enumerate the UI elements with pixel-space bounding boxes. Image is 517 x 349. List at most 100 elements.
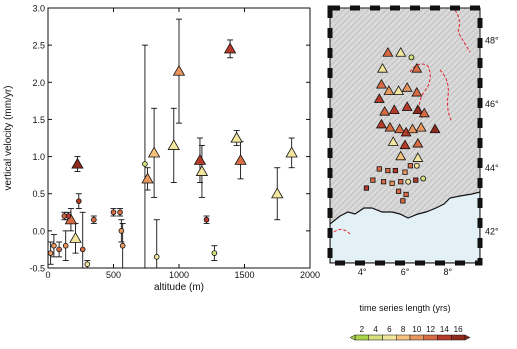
velocity-point-triangle [64,213,78,225]
site-marker-circle [413,162,420,169]
colorbar-tick-label: 16 [454,325,463,334]
site-marker-triangle [382,47,394,57]
velocity-point-circle [142,161,148,167]
velocity-point-circle [119,242,126,249]
velocity-point-triangle [193,153,207,165]
site-marker-triangle [395,150,407,161]
colorbar-tick-label: 4 [373,325,378,334]
site-marker-triangle [401,82,413,92]
velocity-point-triangle [147,146,161,158]
colorbar-min-arrow [349,334,356,341]
site-marker-square [400,198,406,204]
site-marker-triangle [388,104,400,114]
colorbar: time series length (yrs) 2 4 6 8 10 12 14 16 [349,303,471,341]
site-marker-square [395,188,402,194]
latitude-tick-label: 42° [485,227,499,237]
velocity-point-triangle [141,172,154,184]
y-tick-label: 0.5 [32,189,45,199]
site-marker-triangle [415,121,427,132]
site-marker-triangle [412,137,424,148]
colorbar-tick-label: 8 [401,325,406,334]
velocity-point-circle [79,246,86,253]
site-marker-triangle [375,118,387,129]
y-tick-label: 2.5 [32,41,45,51]
x-tick-label: 1500 [234,270,254,280]
velocity-point-triangle [195,165,209,176]
velocity-point-triangle [230,131,243,143]
site-marker-circle [405,178,412,185]
site-marker-circle [408,54,415,61]
site-marker-square [392,167,398,174]
site-marker-triangle [384,121,396,132]
site-marker-triangle [418,107,430,118]
site-marker-triangle [411,62,423,73]
x-tick-label: 0 [45,270,50,280]
colorbar-segment [354,334,369,341]
y-tick-label: -0.5 [29,264,45,274]
y-tick-label: 3.0 [32,4,45,14]
colorbar-label: time series length (yrs) [359,303,450,313]
site-marker-square [370,177,376,183]
velocity-point-circle [91,216,97,223]
longitude-tick-label: 4° [358,267,367,277]
velocity-point-triangle [234,153,247,165]
velocity-point-circle [117,209,123,216]
site-marker-triangle [387,136,399,146]
site-marker-square [389,180,395,186]
velocity-point-circle [211,250,218,256]
fault-line [409,63,431,119]
velocity-point-circle [47,250,54,256]
longitude-tick-label: 8° [444,267,453,277]
colorbar-tick-label: 12 [426,325,435,334]
colorbar-segment [368,334,383,341]
velocity-point-circle [84,261,91,268]
velocity-point-circle [62,242,69,249]
latitude-tick-label: 44° [485,163,499,173]
velocity-point-circle [56,246,62,253]
colorbar-segment [437,334,452,341]
fault-line [333,228,351,235]
colorbar-segment [396,334,411,341]
colorbar-tick-label: 2 [360,325,365,334]
velocity-point-triangle [172,64,186,76]
map-frame [329,7,481,264]
velocity-point-circle [65,213,72,219]
colorbar-segment [409,334,424,341]
site-marker-square [376,166,382,172]
site-marker-triangle [411,86,423,97]
site-marker-triangle [412,152,424,162]
site-marker-triangle [393,85,405,95]
y-tick-label: 1.5 [32,115,45,125]
colorbar-segment [382,334,397,341]
latitude-tick-label: 46° [485,99,499,109]
colorbar-max-arrow [464,334,471,341]
site-marker-square [380,179,387,185]
fault-line [454,9,471,53]
site-marker-triangle [407,123,418,134]
x-tick-label: 500 [106,270,121,280]
site-marker-triangle [373,93,385,103]
velocity-point-circle [75,198,82,204]
longitude-tick-label: 6° [401,267,410,277]
scatter-y-axis-label: vertical velocity (mm/yr) [3,85,14,190]
site-marker-triangle [429,123,441,134]
colorbar-tick-label: 14 [440,325,449,334]
colorbar-segment [423,334,438,341]
velocity-point-circle [51,242,57,249]
colorbar-tick-label: 6 [387,325,392,334]
velocity-point-triangle [223,42,237,54]
site-marker-square [403,191,409,198]
y-tick-label: 0.0 [32,226,45,236]
velocity-point-triangle [69,231,82,243]
colorbar-segment [451,334,466,341]
site-marker-triangle [412,104,424,114]
site-marker-triangle [375,78,387,89]
site-marker-square [385,167,391,174]
velocity-point-circle [118,228,125,234]
velocity-point-triangle [71,157,84,169]
site-marker-square [363,185,370,191]
velocity-altitude-scatter: -0.5 0.0 0.5 1.0 1.5 2.0 2.5 3.0 0 500 1000 1500 20… [3,4,320,294]
velocity-point-circle [203,216,210,223]
site-marker-square [398,179,404,185]
site-marker-triangle [377,62,388,73]
